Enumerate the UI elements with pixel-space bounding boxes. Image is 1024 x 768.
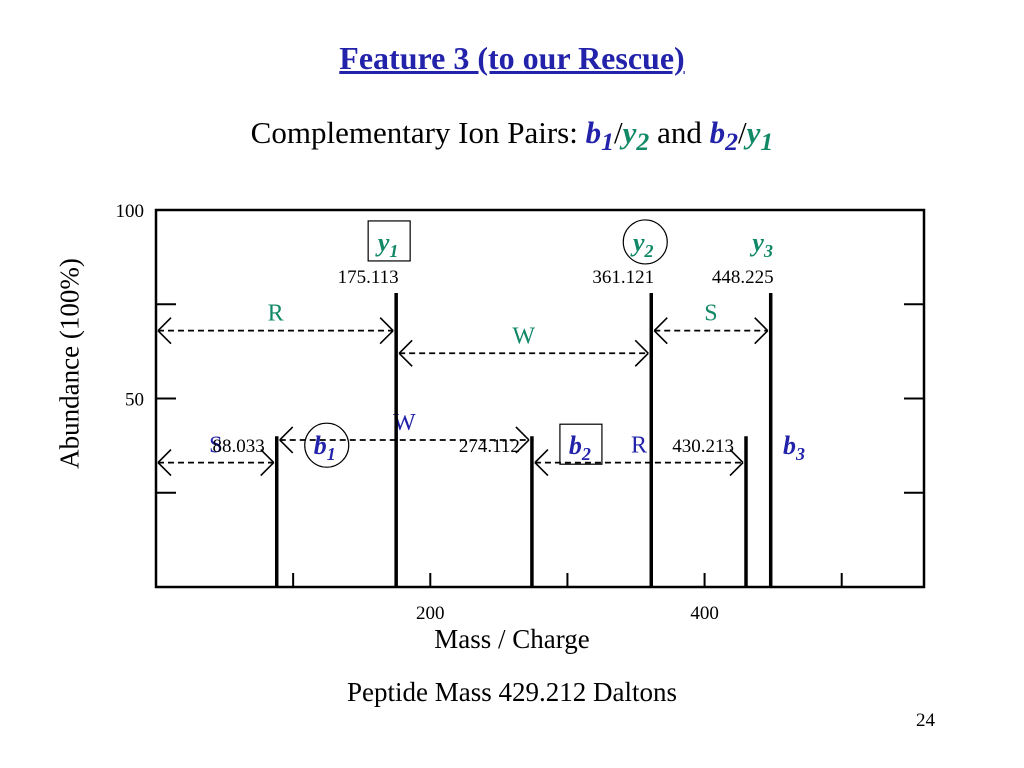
page-number: 24	[916, 710, 935, 731]
amino-acid-label: R	[268, 301, 284, 327]
x-axis-label: Mass / Charge	[434, 624, 590, 654]
arrowhead	[157, 449, 172, 477]
ion-circle	[622, 219, 668, 265]
arrowhead	[157, 317, 172, 345]
ion-box	[559, 423, 603, 465]
amino-acid-label: R	[631, 433, 647, 459]
peak-mass-label: 274.112	[459, 436, 520, 457]
arrowhead	[754, 317, 769, 345]
ion-label-b2: b2	[569, 431, 591, 464]
y-axis-label: Abundance (100%)	[54, 258, 85, 469]
ion-b2-label: b2	[709, 115, 739, 157]
slash-separator: /	[614, 115, 623, 150]
y-tick-label: 50	[125, 390, 144, 411]
arrowhead	[379, 317, 394, 345]
amino-acid-label: S	[209, 433, 222, 459]
peaks: 88.033 b1 274.112 b2 430.213 b3 175.113 y1 361.1…	[212, 219, 805, 587]
x-tick-label: 400	[690, 603, 719, 624]
y-tick-label: 100	[116, 201, 145, 222]
ion-circle	[304, 422, 350, 468]
amino-acid-label: W	[393, 410, 416, 436]
peak-mass-label: 361.121	[592, 267, 654, 288]
arrowhead	[634, 339, 649, 367]
arrowhead	[515, 426, 530, 454]
ion-y1-label: y1	[746, 115, 774, 157]
ion-label-y3: y3	[749, 228, 773, 261]
ion-label-b1: b1	[314, 431, 336, 464]
peak-mass-label: 88.033	[212, 436, 264, 457]
peak-mass-label: 448.225	[712, 267, 774, 288]
peak-mass-label: 430.213	[672, 436, 734, 457]
arrowhead	[260, 449, 275, 477]
slash-separator: /	[738, 115, 747, 150]
arrowhead	[534, 449, 549, 477]
subtitle-text: Complementary Ion Pairs:	[250, 115, 578, 150]
ion-label-y1: y1	[375, 228, 399, 261]
peak-mass-label: 175.113	[338, 267, 399, 288]
conjunction-text: and	[657, 115, 702, 150]
amino-acid-label: W	[512, 323, 535, 349]
arrowhead	[279, 426, 294, 454]
arrowhead	[398, 339, 413, 367]
slide-title-text: Feature 3 (to our Rescue)	[339, 40, 685, 76]
axes: 200 400 50 100	[116, 201, 924, 624]
peptide-mass-note: Peptide Mass 429.212 Daltons	[347, 677, 677, 707]
slide-subtitle: Complementary Ion Pairs: b1/y2 and b2/y1	[0, 115, 1024, 157]
annotations: R W S S W R	[157, 301, 769, 477]
ion-box	[367, 220, 411, 262]
ion-label-y2: y2	[630, 228, 654, 261]
ion-y2-label: y2	[622, 115, 650, 157]
ion-b1-label: b1	[585, 115, 615, 157]
ion-label-b3: b3	[783, 431, 805, 464]
arrowhead	[653, 317, 668, 345]
slide-title: Feature 3 (to our Rescue)	[0, 40, 1024, 77]
plot-frame	[154, 208, 926, 589]
x-tick-label: 200	[416, 603, 445, 624]
arrowhead	[729, 449, 744, 477]
amino-acid-label: S	[704, 301, 717, 327]
